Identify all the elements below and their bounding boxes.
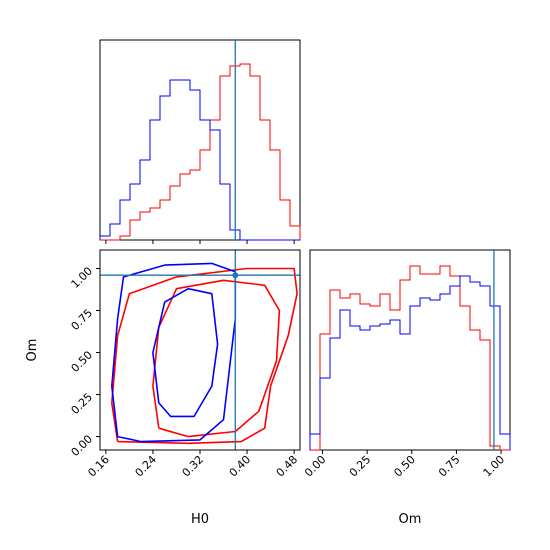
om-histogram-series-2 (309, 275, 511, 450)
contour-outer-1 (111, 267, 298, 445)
om-tick-label: 0.25 (69, 390, 96, 417)
h0-tick-label: 0.40 (227, 453, 254, 480)
om-histogram-tick-label: 0.50 (391, 453, 418, 480)
om-histogram-tick-label: 0.75 (436, 453, 463, 480)
x-axis-label-om: Om (399, 512, 422, 527)
contour-frame (99, 249, 301, 451)
om-tick-label: 0.75 (69, 306, 96, 333)
om-tick-label: 0.50 (69, 348, 96, 375)
om-tick-label: 1.00 (69, 264, 96, 291)
om-histogram-tick-label: 1.00 (481, 453, 508, 480)
h0-tick-label: 0.48 (274, 453, 301, 480)
x-axis-label-h0: H0 (191, 512, 209, 527)
om-histogram-frame (309, 249, 511, 451)
h0-om-contour-panel: 0.16 0.24 0.32 0.40 0.48 0.00 0.25 0.50 0.75 1.0… (25, 249, 301, 527)
y-axis-label-om: Om (25, 339, 40, 362)
om-histogram-tick-label: 0.00 (302, 453, 329, 480)
truth-marker (232, 272, 239, 279)
h0-histogram-series-2 (99, 79, 300, 241)
om-tick-label: 0.00 (69, 432, 96, 459)
om-histogram-tick-label: 0.25 (347, 453, 374, 480)
h0-tick-label: 0.16 (85, 453, 112, 480)
om-histogram-panel: 0.00 0.25 0.50 0.75 1.00 Om (302, 249, 511, 527)
om-histogram-series-1 (310, 265, 510, 451)
h0-tick-label: 0.24 (133, 453, 160, 480)
h0-histogram-series-1 (100, 63, 301, 241)
contour-inner-4 (152, 287, 219, 418)
h0-tick-label: 0.32 (180, 453, 207, 480)
h0-histogram-panel (99, 39, 301, 244)
contour-inner-2 (152, 279, 281, 438)
